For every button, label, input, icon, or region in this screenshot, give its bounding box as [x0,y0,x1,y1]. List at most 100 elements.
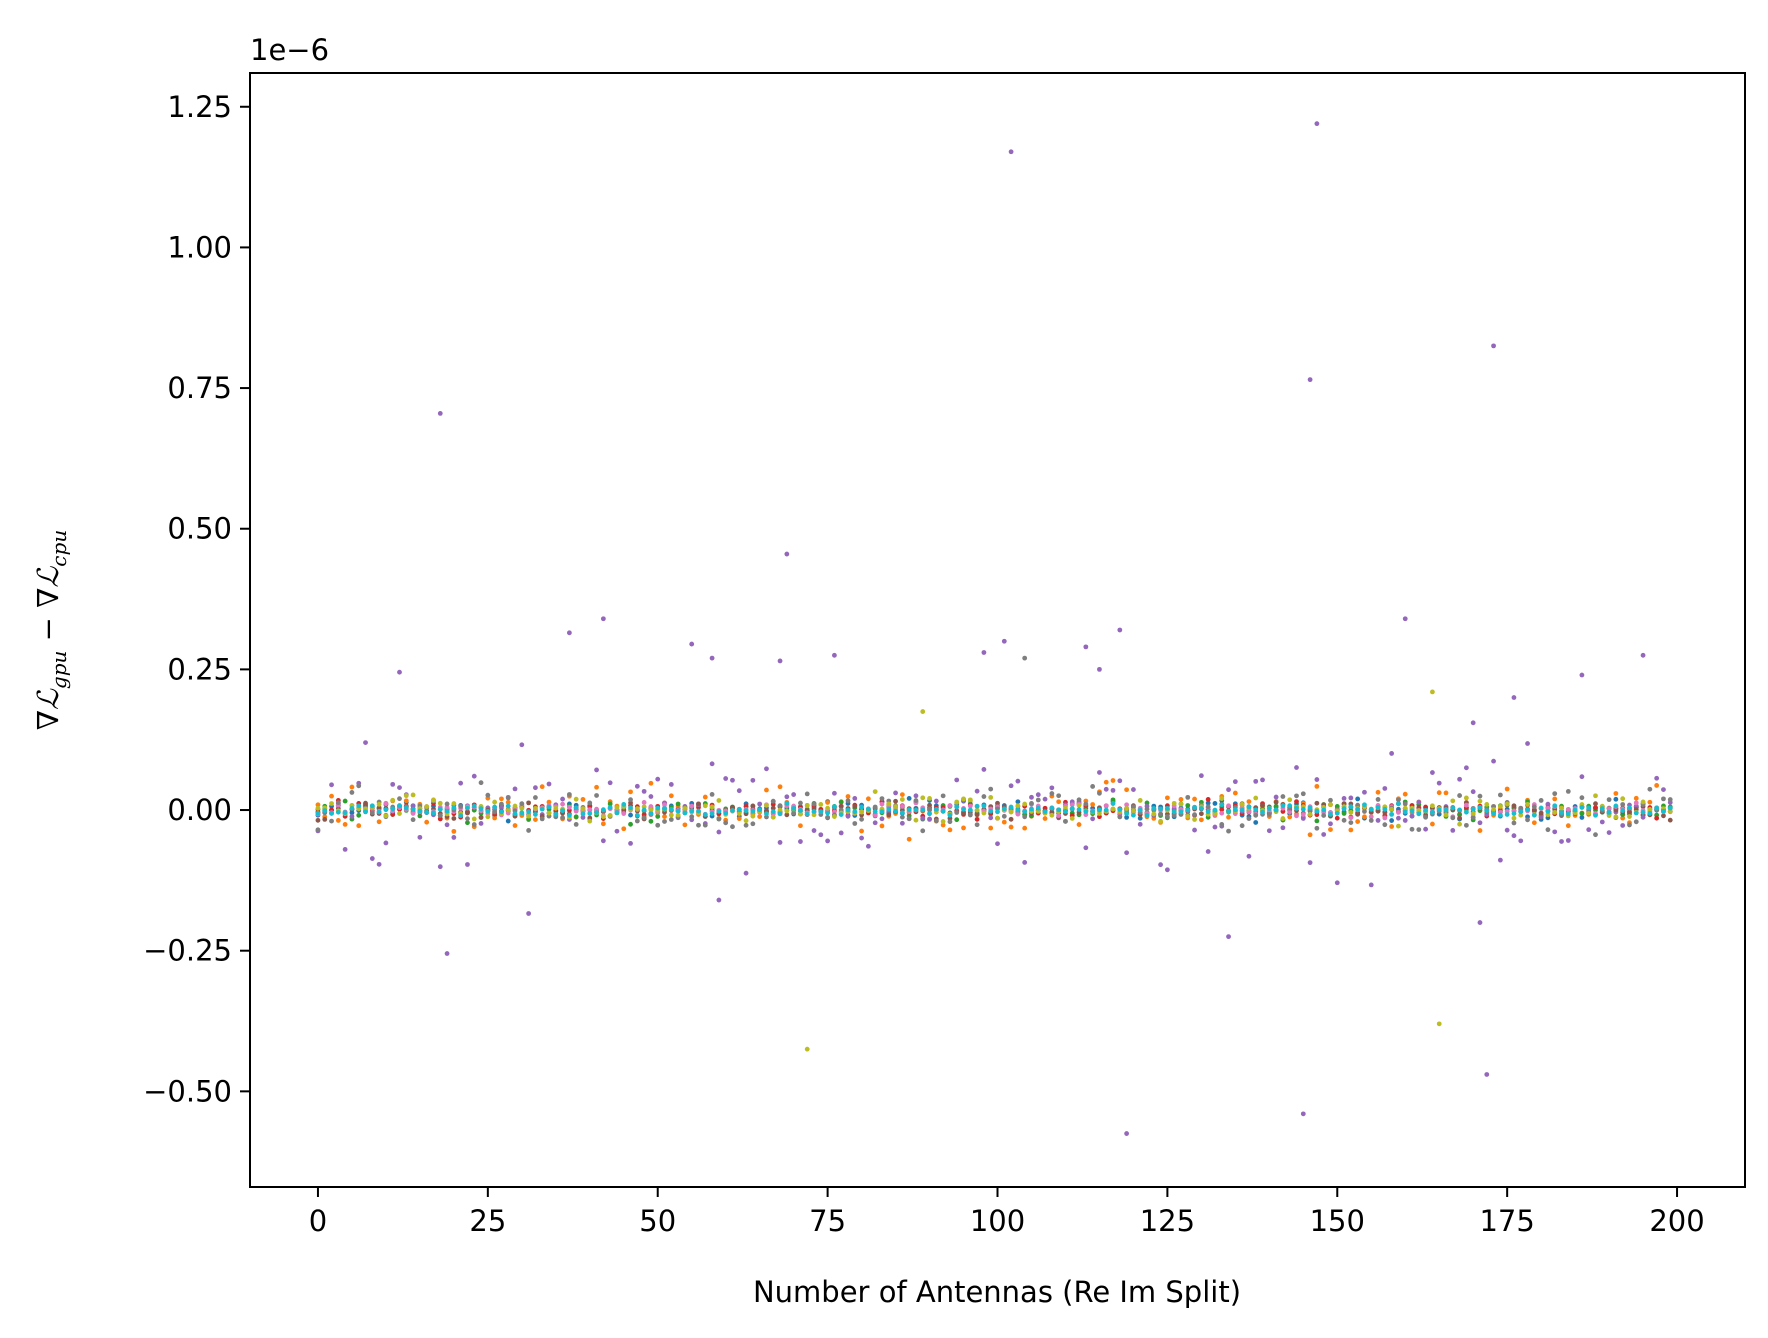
data-point [750,777,756,783]
data-point [1491,811,1496,816]
data-point [1497,804,1503,809]
data-point [730,808,735,813]
data-point [1525,802,1530,807]
data-point [1484,801,1490,807]
data-point [1667,809,1673,814]
data-point [444,804,450,810]
data-point [390,806,396,812]
data-point [1484,812,1490,817]
data-point [798,823,803,829]
data-point [451,835,457,840]
data-point [1633,810,1639,816]
y-axis: −0.50 −0.25 0.00 0.25 0.50 0.75 1.00 1.25 [143,90,250,1108]
data-point [1287,797,1293,803]
data-point [1409,826,1415,832]
data-point [879,796,885,802]
data-point [424,804,430,809]
data-point [709,804,715,810]
data-point [832,814,837,819]
data-point [1457,821,1462,827]
data-point [1212,824,1218,830]
data-point [1402,805,1408,811]
data-point [349,790,355,795]
data-point [1654,805,1660,811]
data-point [478,814,484,820]
data-point [913,798,919,803]
data-point [1613,807,1619,813]
data-point [832,804,837,810]
data-point [825,800,831,805]
data-point [1491,343,1496,349]
data-point [716,798,722,803]
data-point [1260,809,1265,815]
data-point [1375,797,1381,802]
data-point [376,819,382,825]
data-point [811,812,817,818]
data-point [1559,810,1564,815]
data-point [1239,807,1245,813]
data-point [600,807,606,813]
data-point [376,805,382,811]
data-point [1008,824,1014,830]
data-point [662,819,667,824]
data-point [634,806,640,811]
data-point [1334,810,1340,816]
data-point [682,806,688,811]
data-point [893,790,898,796]
data-point [1389,818,1395,823]
data-point [1579,805,1585,810]
data-point [838,803,844,809]
data-point [981,650,987,655]
data-point [1226,828,1231,834]
data-point [1416,811,1422,817]
data-point [1402,791,1408,797]
data-point [1328,811,1333,817]
data-point [397,669,402,675]
data-point [485,808,491,814]
data-point [1164,795,1170,801]
data-point [1355,806,1361,812]
data-point [655,822,661,828]
data-point [1341,817,1347,823]
data-point [315,802,321,808]
data-point [1640,799,1646,805]
data-point [1328,827,1333,833]
data-point [947,819,953,825]
data-point [478,821,484,826]
data-point [1049,785,1055,791]
data-point [716,897,722,903]
x-tick-label: 200 [1649,1204,1704,1238]
data-point [1552,791,1558,797]
data-point [1300,1111,1306,1117]
data-point [1124,850,1130,856]
ylabel-sub-gpu: gpu [47,651,71,690]
data-point [1232,779,1238,785]
data-point [600,814,606,820]
data-point [1110,801,1116,806]
data-point [478,806,484,812]
data-point [995,815,1000,821]
data-point [397,796,402,802]
data-point [845,798,851,804]
data-point [1205,849,1211,854]
data-point [499,796,504,802]
y-tick-label: 0.25 [167,652,232,686]
x-axis-title: Number of Antennas (Re Im Split) [753,1275,1241,1309]
data-point [1511,815,1517,821]
data-point [1226,787,1231,793]
data-point [410,817,416,823]
data-point [730,824,735,830]
data-point [1430,803,1435,809]
data-point [1457,776,1462,782]
data-point [906,796,912,801]
data-point [342,798,348,804]
data-point [342,821,348,827]
data-point [933,798,939,804]
data-point [1124,811,1130,817]
data-point [770,805,776,811]
data-point [329,801,334,806]
data-point [920,795,926,801]
data-point [1178,797,1184,802]
data-point [1198,811,1204,817]
